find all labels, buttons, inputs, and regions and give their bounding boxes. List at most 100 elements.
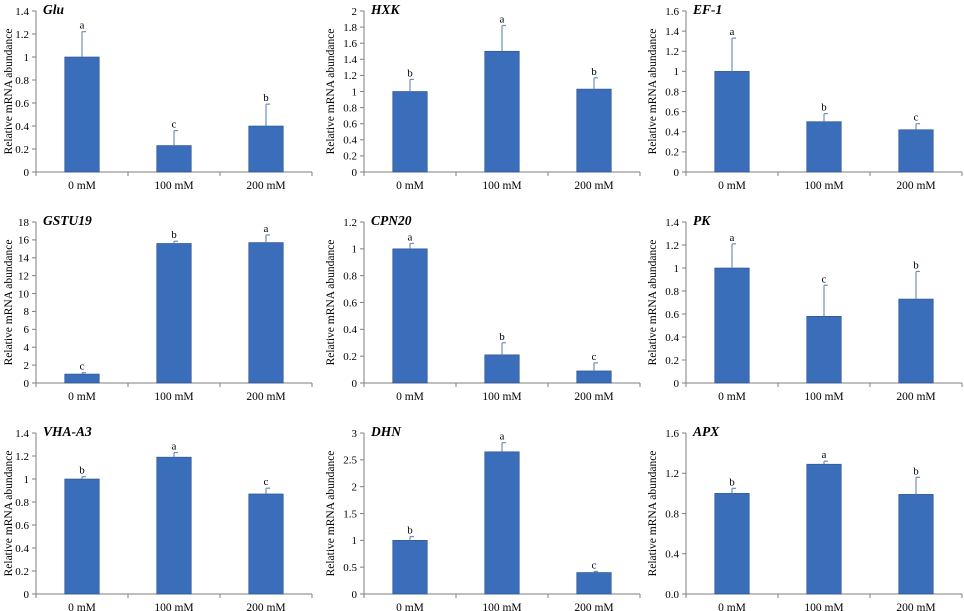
y-axis-label: Relative mRNA abundance xyxy=(325,240,337,366)
y-tick-label: 1 xyxy=(352,535,358,547)
bar-0mm xyxy=(714,267,750,384)
y-tick-label: 1.2 xyxy=(665,468,679,480)
significance-letter: a xyxy=(80,20,85,32)
y-tick-label: 0 xyxy=(352,378,358,390)
significance-letter: a xyxy=(730,26,735,38)
bar-0mm xyxy=(714,493,750,595)
y-tick-label: 10 xyxy=(18,288,30,300)
y-tick-label: 1 xyxy=(24,52,30,64)
chart-panel-ef-1: 0 0.2 0.4 0.6 0.8 1 1.2 1.4 1.6 a 0 mM b 100 mM c 200 … xyxy=(647,2,963,192)
x-tick-label: 0 mM xyxy=(68,180,96,192)
y-tick-label: 1.2 xyxy=(15,29,29,41)
y-tick-label: 18 xyxy=(18,217,30,229)
significance-letter: c xyxy=(914,112,919,124)
y-tick-label: 1 xyxy=(352,86,358,98)
y-tick-label: 0.6 xyxy=(15,98,29,110)
x-tick-label: 100 mM xyxy=(804,602,843,611)
y-tick-label: 1 xyxy=(674,263,680,275)
y-tick-label: 0.8 xyxy=(665,286,679,298)
chart-title: Glu xyxy=(43,2,65,17)
x-tick-label: 200 mM xyxy=(246,391,285,403)
y-tick-label: 1.2 xyxy=(343,70,357,82)
y-tick-label: 0 xyxy=(352,167,358,179)
y-tick-label: 0.8 xyxy=(15,75,29,87)
y-tick-label: 1.4 xyxy=(343,54,357,66)
bar-200mm xyxy=(248,125,284,173)
bar-200mm xyxy=(898,298,934,384)
chart-title: GSTU19 xyxy=(43,213,92,228)
y-tick-label: 1 xyxy=(674,66,680,78)
x-tick-label: 100 mM xyxy=(154,602,193,611)
y-tick-label: 0.8 xyxy=(343,270,357,282)
y-tick-label: 0.6 xyxy=(665,309,679,321)
significance-letter: b xyxy=(263,92,269,104)
x-tick-label: 200 mM xyxy=(574,602,613,611)
y-tick-label: 0 xyxy=(24,378,30,390)
bar-200mm xyxy=(576,370,612,384)
x-tick-label: 0 mM xyxy=(68,602,96,611)
y-tick-label: 0 xyxy=(352,589,358,601)
bar-0mm xyxy=(64,478,100,595)
x-tick-label: 100 mM xyxy=(804,391,843,403)
chart-title: EF-1 xyxy=(692,2,722,17)
y-tick-label: 0 xyxy=(674,167,680,179)
x-tick-label: 200 mM xyxy=(246,180,285,192)
y-axis-label: Relative mRNA abundance xyxy=(647,29,659,155)
y-tick-label: 3 xyxy=(352,428,358,440)
y-tick-label: 0 xyxy=(24,167,30,179)
bar-200mm xyxy=(898,494,934,595)
chart-title: APX xyxy=(692,424,720,439)
bar-100mm xyxy=(484,354,520,384)
significance-letter: c xyxy=(592,351,597,363)
significance-letter: b xyxy=(913,259,919,271)
bar-0mm xyxy=(392,91,428,173)
y-tick-label: 4 xyxy=(24,342,30,354)
bar-0mm xyxy=(392,540,428,595)
x-tick-label: 200 mM xyxy=(896,180,935,192)
bar-100mm xyxy=(156,145,192,173)
y-tick-label: 1.2 xyxy=(665,46,679,58)
y-tick-label: 0.6 xyxy=(665,106,679,118)
significance-letter: a xyxy=(500,13,505,25)
x-tick-label: 0 mM xyxy=(396,391,424,403)
y-tick-label: 0.2 xyxy=(343,151,357,163)
chart-title: DHN xyxy=(370,424,402,439)
x-tick-label: 0 mM xyxy=(718,602,746,611)
y-tick-label: 0.4 xyxy=(15,543,29,555)
y-tick-label: 0.6 xyxy=(343,119,357,131)
y-tick-label: 1.6 xyxy=(665,428,679,440)
x-tick-label: 0 mM xyxy=(718,180,746,192)
y-tick-label: 1.4 xyxy=(15,428,29,440)
bar-200mm xyxy=(898,129,934,173)
bar-100mm xyxy=(806,315,842,384)
bar-100mm xyxy=(484,50,520,173)
chart-title: HXK xyxy=(370,2,401,17)
significance-letter: a xyxy=(500,431,505,443)
y-tick-label: 0.2 xyxy=(15,144,29,156)
y-tick-label: 1.5 xyxy=(343,508,357,520)
chart-panel-hxk: 0 0.2 0.4 0.6 0.8 1 1.2 1.4 1.6 1.8 2 b 0 mM a 100 mM b… xyxy=(325,2,641,192)
y-tick-label: 1.4 xyxy=(665,26,679,38)
significance-letter: b xyxy=(729,476,735,488)
y-tick-label: 2.5 xyxy=(343,455,357,467)
bar-0mm xyxy=(392,248,428,384)
significance-letter: c xyxy=(822,273,827,285)
significance-letter: c xyxy=(264,476,269,488)
bar-100mm xyxy=(806,121,842,173)
y-tick-label: 0.2 xyxy=(343,351,357,363)
significance-letter: c xyxy=(80,361,85,373)
y-tick-label: 1.2 xyxy=(665,240,679,252)
y-tick-label: 0.8 xyxy=(665,86,679,98)
y-tick-label: 12 xyxy=(18,270,29,282)
x-tick-label: 200 mM xyxy=(574,391,613,403)
chart-title: PK xyxy=(693,213,711,228)
y-tick-label: 0.2 xyxy=(665,355,679,367)
significance-letter: a xyxy=(172,441,177,453)
x-tick-label: 200 mM xyxy=(246,602,285,611)
y-tick-label: 1 xyxy=(24,474,30,486)
y-tick-label: 0.2 xyxy=(15,566,29,578)
chart-panel-pk: 0 0.2 0.4 0.6 0.8 1 1.2 1.4 a 0 mM c 100 mM b 200 mM P… xyxy=(647,213,963,403)
bar-200mm xyxy=(576,572,612,595)
significance-letter: b xyxy=(591,66,597,78)
x-tick-label: 100 mM xyxy=(154,180,193,192)
